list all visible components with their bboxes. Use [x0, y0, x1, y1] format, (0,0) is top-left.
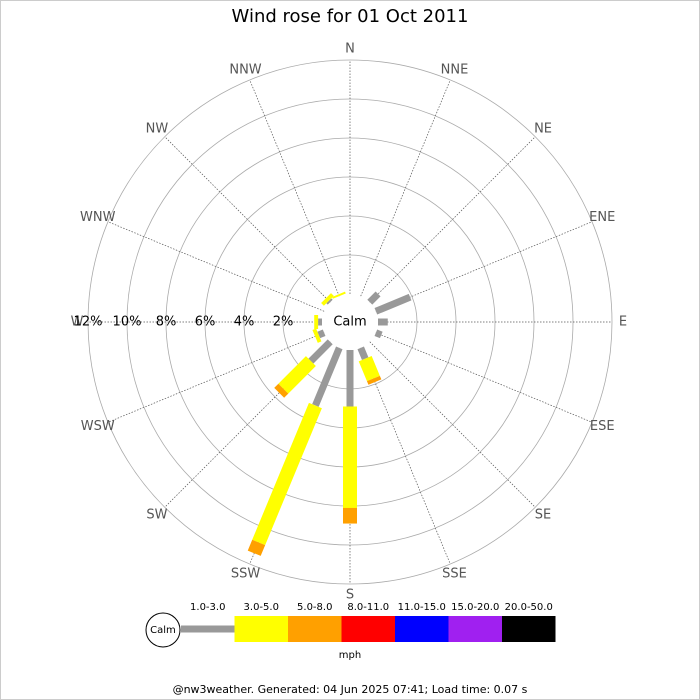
legend-label: 1.0-3.0 [190, 602, 225, 613]
legend-swatch [395, 616, 449, 642]
spoke [375, 332, 593, 423]
legend-swatch [502, 616, 556, 642]
direction-label: ESE [590, 419, 615, 434]
r-tick-label: 6% [195, 315, 216, 330]
direction-label: NW [146, 121, 169, 136]
bar-segment [321, 293, 334, 306]
spoke [107, 221, 325, 312]
calm-label: Calm [333, 315, 366, 330]
direction-label: SSE [442, 567, 467, 582]
direction-label: NE [534, 121, 552, 136]
unit-label: mph [339, 650, 361, 661]
bar-segment [312, 346, 343, 407]
calm-circle [323, 295, 377, 349]
bar-segment [308, 339, 333, 364]
legend-calm-label: Calm [150, 625, 176, 636]
legend-label: 11.0-15.0 [398, 602, 446, 613]
bar-segment [252, 402, 322, 546]
spoke [107, 332, 325, 423]
bar-segment [367, 291, 381, 305]
bar-segment [274, 383, 289, 398]
chart-title: Wind rose for 01 Oct 2011 [232, 6, 469, 27]
direction-label: W [71, 315, 84, 330]
legend-label: 5.0-8.0 [297, 602, 332, 613]
spoke [369, 136, 536, 303]
grid-ring [87, 59, 613, 585]
bar-segment [358, 355, 380, 382]
direction-label: WNW [80, 210, 116, 225]
direction-label: ENE [589, 210, 615, 225]
direction-label: SW [146, 508, 167, 523]
legend-label: 20.0-50.0 [505, 602, 553, 613]
direction-label: WSW [81, 419, 115, 434]
bar-segment [374, 293, 412, 315]
spoke [369, 341, 536, 508]
bar-segment [357, 346, 369, 361]
legend-swatch [341, 616, 395, 642]
legend-swatch [288, 616, 342, 642]
direction-label: SE [535, 508, 551, 523]
bar-segment [332, 291, 346, 299]
footer: @nw3weather. Generated: 04 Jun 2025 07:4… [173, 683, 528, 696]
legend-calm-circle [145, 612, 181, 648]
bar-segment [374, 329, 383, 339]
spoke [164, 136, 331, 303]
r-tick-label: 4% [234, 315, 255, 330]
bar-segment [278, 356, 316, 394]
legend-label: 15.0-20.0 [451, 602, 499, 613]
spoke [360, 79, 451, 297]
bar-segment [317, 329, 326, 339]
r-tick-label: 10% [113, 315, 142, 330]
bar-segment [247, 539, 266, 556]
spoke [360, 347, 451, 565]
direction-label: S [346, 588, 354, 603]
r-tick-label: 8% [156, 315, 177, 330]
r-tick-label: 2% [273, 315, 294, 330]
legend-label: 3.0-5.0 [244, 602, 279, 613]
bar-segment [326, 298, 333, 305]
bar-segment [366, 375, 382, 385]
legend-swatch [234, 616, 288, 642]
direction-label: NNE [441, 62, 469, 77]
direction-label: N [345, 42, 355, 57]
spoke [249, 79, 340, 297]
legend-swatch [448, 616, 502, 642]
direction-label: SSW [231, 567, 261, 582]
r-tick-label: 12% [74, 315, 103, 330]
direction-label: NNW [229, 62, 261, 77]
direction-label: E [619, 315, 627, 330]
bar-segment [312, 328, 322, 343]
legend-label: 8.0-11.0 [347, 602, 389, 613]
spoke [375, 221, 593, 312]
